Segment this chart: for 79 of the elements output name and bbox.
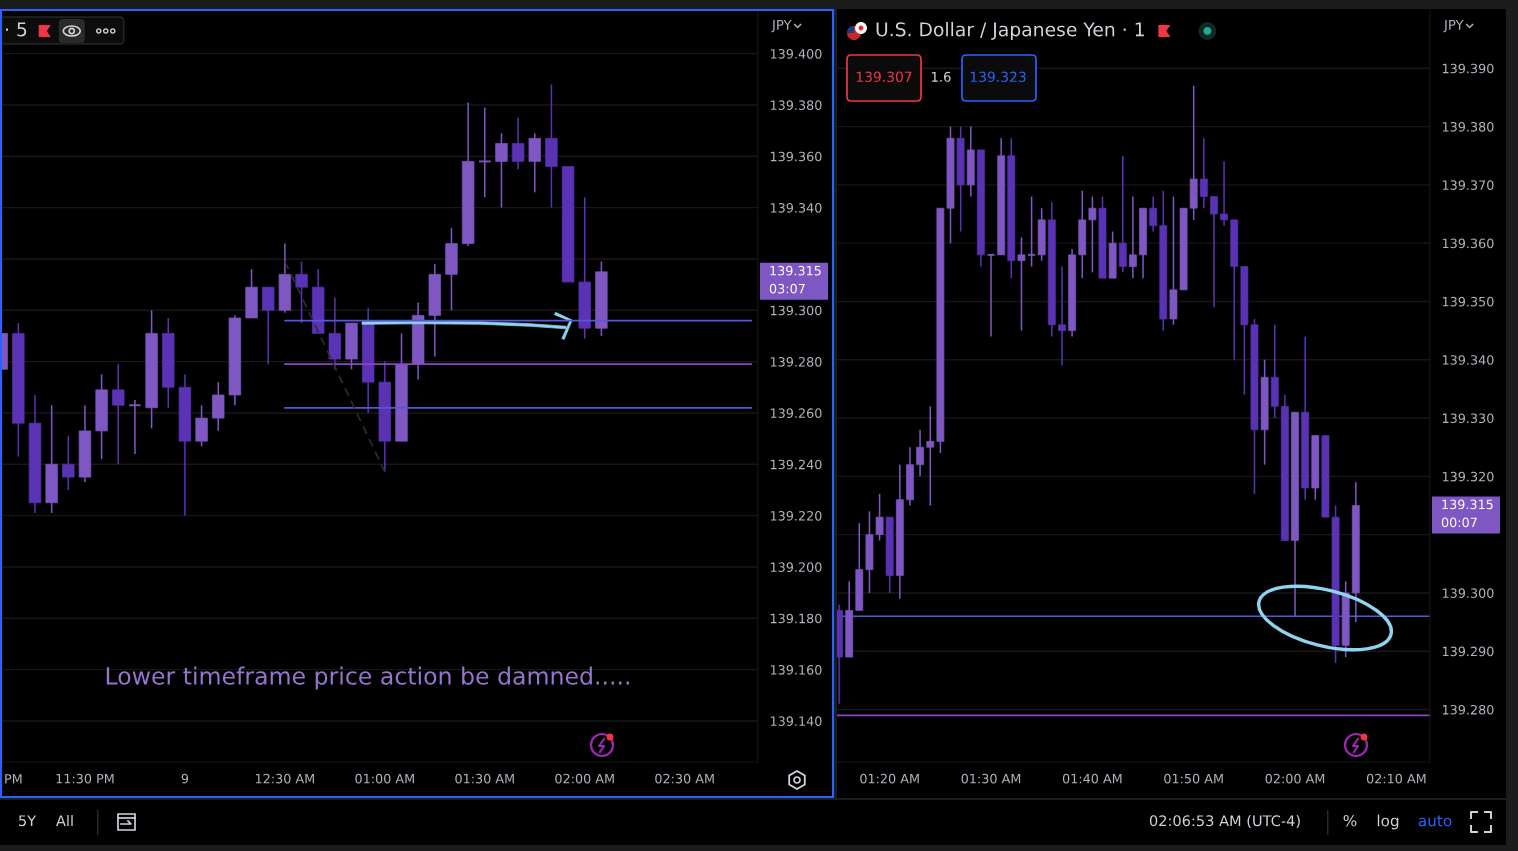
candlestick [1210, 195, 1218, 309]
text: · 5 [6, 22, 27, 37]
y-tick-label: 139.360 [1442, 238, 1494, 249]
x-tick-label: 01:40 AM [1062, 773, 1122, 784]
x-tick-label: 01:30 AM [455, 773, 514, 784]
text: 139.315 [770, 265, 821, 276]
annotation: 139.323 [970, 71, 1026, 83]
y-tick-label: 139.380 [1442, 121, 1494, 132]
x-tick-label: 02:10 AM [1366, 773, 1426, 784]
candlestick [1129, 195, 1137, 279]
y-tick-label: 139.390 [1442, 63, 1494, 74]
candlestick [1220, 160, 1228, 227]
text: 00:07 [1441, 517, 1477, 528]
candlestick [511, 117, 525, 170]
annotation: 139.307 [856, 71, 912, 83]
y-tick-label: 139.320 [1442, 471, 1494, 482]
candlestick [212, 381, 225, 432]
candlestick [926, 405, 935, 507]
candlestick [1058, 265, 1066, 367]
text: 5Y [19, 815, 37, 827]
y-tick-label: 139.280 [770, 356, 822, 367]
x-tick-label: 11:30 PM [56, 773, 114, 784]
x-tick-label: 01:00 AM [355, 773, 414, 784]
candlestick [916, 428, 924, 478]
x-tick-label: 12:30 AM [255, 773, 314, 784]
candlestick [1149, 195, 1158, 233]
candlestick [1088, 195, 1097, 274]
x-tick-label: 9 [181, 773, 189, 784]
y-axis-title: JPY [1443, 20, 1464, 33]
y-tick-label: 139.360 [770, 151, 822, 162]
y-tick-label: 139.290 [1442, 646, 1494, 657]
y-axis-title: JPY [771, 20, 792, 33]
y-tick-label: 139.200 [770, 562, 822, 572]
y-tick-label: 139.280 [1442, 704, 1494, 715]
text: PM [5, 774, 22, 784]
text: % [1343, 814, 1357, 827]
annotation: 1.6 [931, 71, 951, 82]
text: log [1377, 814, 1399, 830]
y-tick-label: 139.140 [770, 716, 822, 726]
text: 02:06:53 AM (UTC-4) [1149, 814, 1300, 828]
candlestick [528, 132, 541, 193]
candlestick [195, 404, 208, 448]
annotation: Lower timeframe price action be damned..... [106, 666, 629, 690]
y-tick-label: 139.380 [770, 100, 822, 110]
y-tick-label: 139.160 [770, 664, 822, 675]
candlestick [1017, 236, 1026, 332]
candlestick [295, 260, 308, 324]
y-tick-label: 139.260 [770, 408, 822, 418]
y-tick-label: 139.350 [1442, 296, 1494, 307]
candlestick [1027, 195, 1037, 268]
y-tick-label: 139.340 [1442, 355, 1494, 365]
y-tick-label: 139.340 [770, 203, 822, 213]
x-tick-label: 02:30 AM [655, 773, 714, 784]
x-tick-label: 02:00 AM [1265, 773, 1325, 784]
candlestick [986, 253, 996, 338]
candlestick [262, 286, 275, 365]
y-tick-label: 139.240 [770, 459, 822, 470]
x-tick-label: 01:30 AM [961, 773, 1021, 784]
candlestick [128, 399, 142, 455]
y-tick-label: 139.300 [770, 305, 822, 316]
text: All [56, 814, 73, 827]
y-tick-label: 139.400 [770, 49, 822, 59]
x-tick-label: 01:50 AM [1164, 773, 1223, 784]
candlestick [1199, 137, 1208, 209]
y-tick-label: 139.300 [1442, 588, 1494, 598]
y-tick-label: 139.330 [1442, 413, 1494, 424]
candlestick [495, 132, 508, 209]
text: auto [1418, 815, 1452, 827]
x-tick-label: 01:20 AM [860, 773, 919, 784]
text: 03:07 [769, 283, 805, 294]
candlestick [1118, 154, 1127, 274]
y-tick-label: 139.370 [1442, 180, 1494, 190]
x-tick-label: 02:00 AM [555, 773, 614, 784]
text: 139.315 [1442, 499, 1493, 510]
candlestick [112, 363, 125, 466]
text: U.S. Dollar / Japanese Yen · 1 [876, 21, 1144, 41]
y-tick-label: 139.180 [770, 613, 822, 624]
candlestick [62, 435, 75, 491]
y-tick-label: 139.220 [770, 510, 822, 521]
